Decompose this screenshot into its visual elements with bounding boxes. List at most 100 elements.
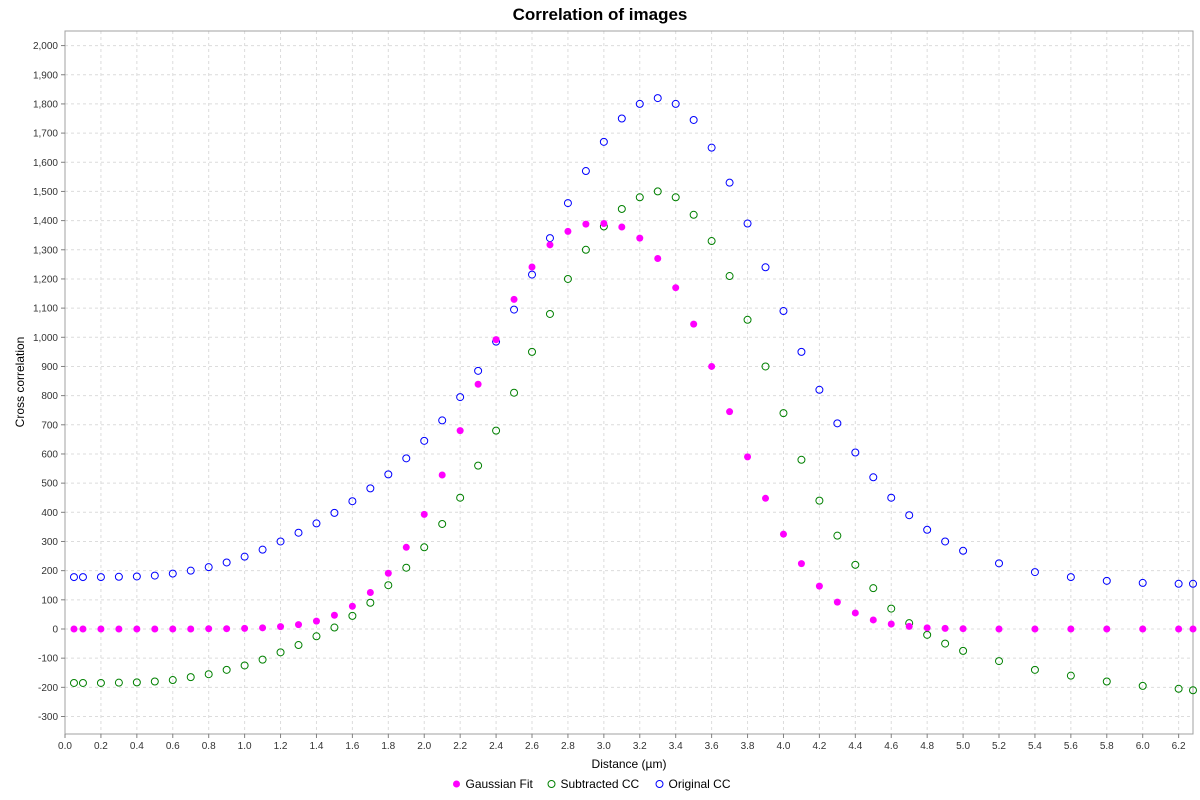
data-point <box>761 263 770 272</box>
y-tick-label: -300 <box>38 712 58 723</box>
data-point <box>707 143 716 152</box>
x-tick-label: 4.8 <box>920 741 934 752</box>
data-point <box>995 625 1003 633</box>
data-point <box>1066 671 1075 680</box>
data-point <box>743 219 752 228</box>
data-point <box>96 573 105 582</box>
data-point <box>1102 576 1111 585</box>
data-point <box>959 625 967 633</box>
data-point <box>97 625 105 633</box>
data-point <box>851 448 860 457</box>
data-point <box>1174 684 1183 693</box>
data-point <box>456 493 465 502</box>
data-point <box>815 385 824 394</box>
data-point <box>456 427 464 435</box>
y-tick-label: 2,000 <box>33 41 58 52</box>
data-point <box>169 625 177 633</box>
x-tick-label: 5.0 <box>956 741 970 752</box>
x-tick-label: 2.2 <box>453 741 467 752</box>
x-tick-label: 2.8 <box>561 741 575 752</box>
data-point <box>762 494 770 502</box>
x-tick-label: 1.6 <box>345 741 359 752</box>
y-tick-label: 800 <box>41 391 58 402</box>
data-point <box>671 193 680 202</box>
data-point <box>348 611 357 620</box>
data-point <box>672 284 680 292</box>
data-point <box>941 639 950 648</box>
data-point <box>312 632 321 641</box>
data-point <box>474 380 482 388</box>
data-point <box>402 543 410 551</box>
data-point <box>150 571 159 580</box>
x-tick-label: 0.2 <box>94 741 108 752</box>
data-point <box>402 454 411 463</box>
legend-marker <box>655 780 664 788</box>
x-tick-label: 3.0 <box>597 741 611 752</box>
data-point <box>259 624 267 632</box>
data-point <box>581 167 590 176</box>
data-point <box>563 199 572 208</box>
legend-label: Original CC <box>669 777 731 791</box>
y-tick-label: 1,800 <box>33 99 58 110</box>
y-tick-label: 0 <box>52 624 58 635</box>
data-point <box>528 347 537 356</box>
data-point <box>797 560 805 568</box>
data-point <box>617 114 626 123</box>
x-tick-label: 5.2 <box>992 741 1006 752</box>
data-point <box>869 584 878 593</box>
legend-marker <box>453 780 460 788</box>
legend-marker <box>547 780 556 788</box>
data-point <box>1139 625 1147 633</box>
series-layer <box>69 94 1197 695</box>
y-tick-label: 300 <box>41 537 58 548</box>
x-tick-label: 5.6 <box>1064 741 1078 752</box>
data-point <box>690 320 698 328</box>
data-point <box>114 678 123 687</box>
data-point <box>276 537 285 546</box>
data-point <box>599 137 608 146</box>
legend: Gaussian Fit Subtracted CC Original CC <box>453 777 731 791</box>
data-point <box>79 625 87 633</box>
data-point <box>1175 625 1183 633</box>
data-point <box>725 178 734 187</box>
x-tick-label: 0.4 <box>130 741 144 752</box>
x-tick-label: 4.4 <box>848 741 862 752</box>
data-point <box>168 569 177 578</box>
data-point <box>581 245 590 254</box>
data-point <box>779 307 788 316</box>
data-point <box>887 493 896 502</box>
data-point <box>69 678 78 687</box>
data-point <box>168 676 177 685</box>
data-point <box>833 419 842 428</box>
data-point <box>743 315 752 324</box>
data-point <box>133 625 141 633</box>
data-point <box>78 678 87 687</box>
data-point <box>851 609 859 617</box>
data-point <box>582 220 590 228</box>
data-point <box>1189 579 1197 588</box>
y-tick-label: 1,000 <box>33 333 58 344</box>
x-tick-label: 1.2 <box>274 741 288 752</box>
data-point <box>492 426 501 435</box>
data-point <box>258 545 267 554</box>
data-point <box>438 519 447 528</box>
data-point <box>564 227 572 235</box>
data-point <box>707 237 716 246</box>
x-tick-label: 2.4 <box>489 741 503 752</box>
data-point <box>510 305 519 314</box>
y-tick-label: -100 <box>38 654 58 665</box>
data-point <box>689 115 698 124</box>
data-point <box>187 625 195 633</box>
legend-label: Gaussian Fit <box>466 777 534 791</box>
data-point <box>114 572 123 581</box>
data-point <box>528 263 536 271</box>
y-tick-label: 1,500 <box>33 187 58 198</box>
data-point <box>725 272 734 281</box>
data-point <box>923 624 931 632</box>
y-tick-label: 600 <box>41 449 58 460</box>
data-point <box>132 572 141 581</box>
data-point <box>258 655 267 664</box>
data-point <box>761 362 770 371</box>
